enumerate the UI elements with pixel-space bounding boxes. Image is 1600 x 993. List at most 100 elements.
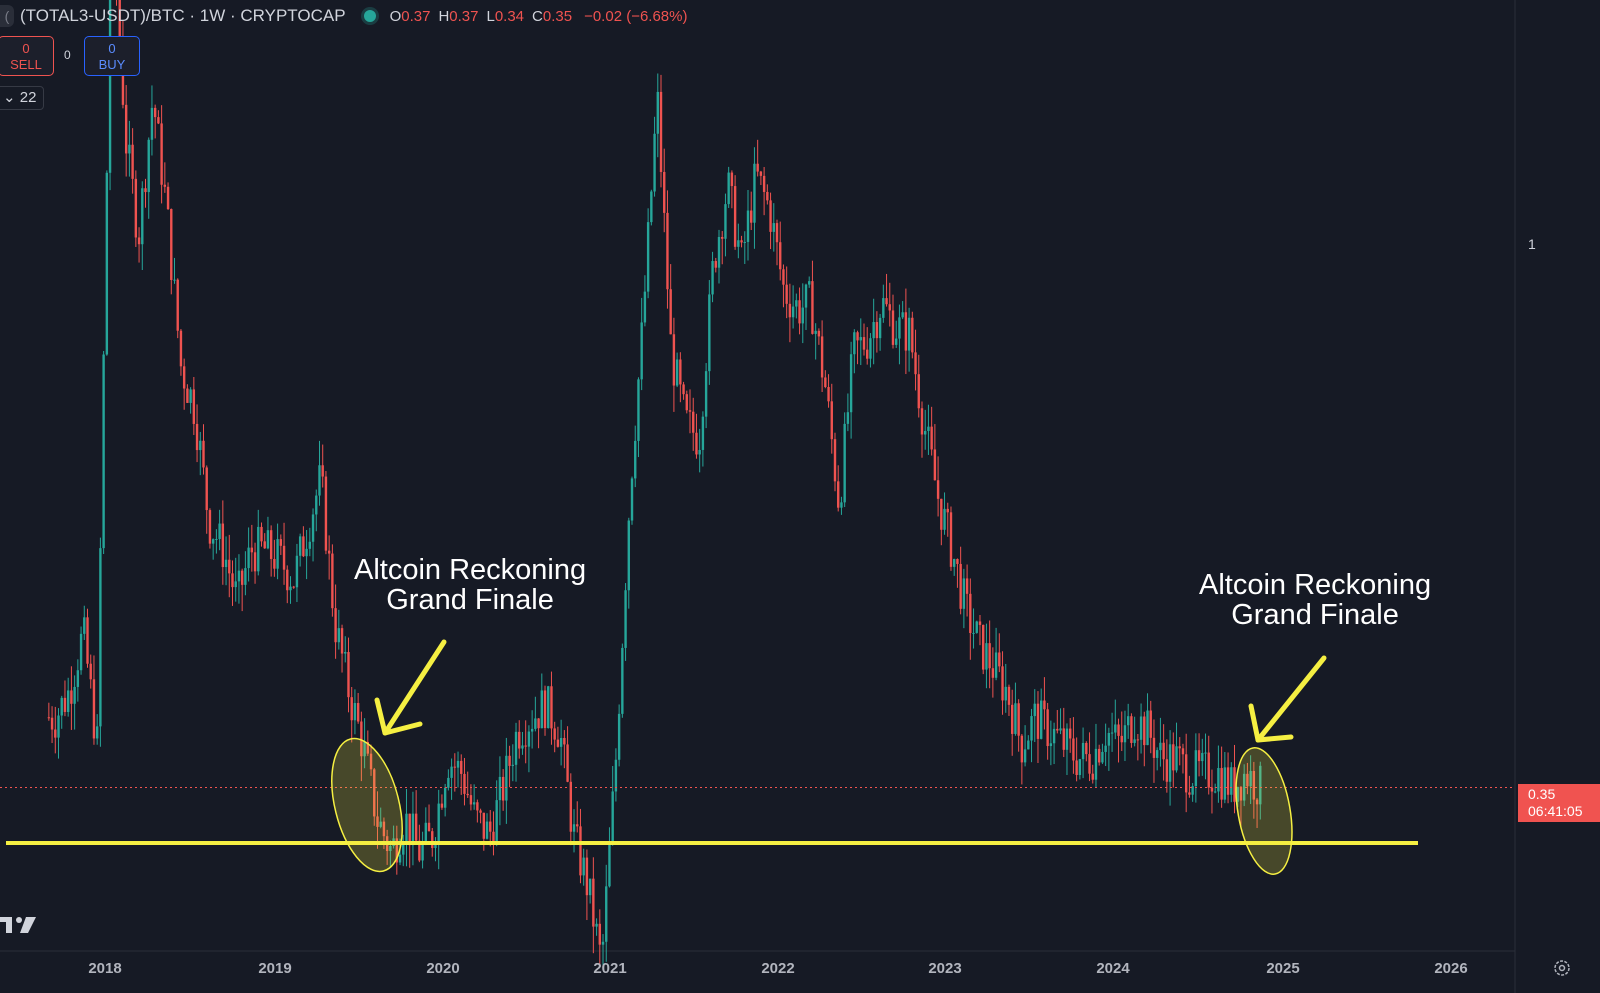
- candle-body: [57, 715, 60, 738]
- candle-body: [353, 703, 357, 721]
- candle-body: [514, 731, 518, 765]
- candle-body: [530, 728, 534, 732]
- candle-body: [263, 541, 266, 549]
- candle-body: [769, 200, 772, 232]
- candle-body: [289, 586, 292, 591]
- annotation-line1: Altcoin Reckoning: [1199, 569, 1432, 601]
- candle-body: [1168, 744, 1172, 782]
- candle-body: [727, 172, 730, 205]
- candle-body: [315, 495, 318, 515]
- candle-body: [492, 831, 495, 844]
- candle-body: [895, 338, 898, 345]
- candle-body: [988, 643, 991, 669]
- symbol-title[interactable]: (TOTAL3-USDT)/BTC · 1W · CRYPTOCAP: [20, 6, 346, 25]
- candle-body: [479, 810, 482, 813]
- annotation-line2: Grand Finale: [1231, 599, 1399, 631]
- candle-body: [592, 878, 595, 927]
- candle-body: [1075, 760, 1078, 776]
- gear-icon[interactable]: [1552, 958, 1572, 978]
- buy-button[interactable]: 0 BUY: [84, 36, 140, 76]
- candle-body: [318, 465, 321, 496]
- candle-body: [450, 766, 453, 778]
- candle-body: [402, 842, 405, 855]
- candle-body: [965, 578, 969, 594]
- candle-body: [669, 289, 672, 335]
- candle-body: [76, 670, 80, 687]
- candle-body: [376, 816, 379, 827]
- indicators-toggle-button[interactable]: ⌄ 22: [0, 86, 44, 110]
- symbol-legend[interactable]: ( (TOTAL3-USDT)/BTC · 1W · CRYPTOCAP O0.…: [0, 4, 687, 28]
- candle-body: [624, 590, 627, 648]
- candle-body: [911, 317, 914, 353]
- highlight-ellipse-2024[interactable]: [1227, 743, 1300, 878]
- candle-body: [1059, 728, 1062, 731]
- candle-body: [1162, 742, 1165, 760]
- candle-body: [495, 800, 498, 844]
- candle-body: [60, 697, 63, 716]
- candle-body: [205, 467, 208, 511]
- candle-body: [801, 307, 804, 324]
- candle-body: [1175, 746, 1178, 771]
- candle-body: [1088, 754, 1091, 774]
- tradingview-logo-icon[interactable]: [0, 914, 40, 936]
- candle-body: [666, 212, 669, 290]
- candle-body: [89, 663, 92, 680]
- candle-body: [472, 802, 476, 805]
- candle-body: [1078, 759, 1082, 776]
- candle-body: [105, 172, 109, 355]
- candle-body: [537, 718, 540, 729]
- candle-body: [585, 857, 589, 896]
- sell-button[interactable]: 0 SELL: [0, 36, 54, 76]
- candle-body: [930, 426, 933, 450]
- candle-body: [869, 338, 872, 359]
- candle-body: [534, 718, 537, 729]
- candle-body: [782, 269, 785, 285]
- candle-body: [440, 803, 444, 808]
- candle-body: [708, 294, 711, 372]
- candle-body: [485, 821, 489, 839]
- candle-body: [527, 731, 531, 747]
- candle-body: [456, 760, 460, 768]
- candle-body: [901, 312, 904, 318]
- arrow-2024[interactable]: [1248, 655, 1327, 743]
- candle-body: [292, 586, 295, 588]
- annotation-text-2024[interactable]: Altcoin Reckoning Grand Finale: [1199, 570, 1431, 630]
- candle-body: [237, 570, 241, 582]
- candle-body: [247, 547, 250, 569]
- candle-body: [630, 478, 634, 521]
- candle-body: [1120, 735, 1123, 743]
- candle-body: [730, 172, 734, 187]
- sell-label: SELL: [10, 57, 42, 72]
- legend-collapse-icon[interactable]: (: [0, 5, 14, 27]
- annotation-text-2019[interactable]: Altcoin Reckoning Grand Finale: [354, 555, 586, 615]
- candle-body: [1133, 739, 1136, 743]
- last-price-value: 0.35: [1528, 786, 1556, 802]
- candle-body: [1143, 716, 1146, 746]
- candlestick-series: [47, 0, 1262, 967]
- candle-body: [501, 776, 505, 801]
- highlight-ellipse-2019[interactable]: [319, 731, 414, 878]
- candle-body: [1233, 767, 1236, 802]
- candle-body: [134, 178, 138, 238]
- arrow-2019[interactable]: [374, 639, 447, 736]
- candle-body: [147, 139, 150, 193]
- candle-body: [347, 652, 350, 698]
- candle-body: [1065, 728, 1069, 750]
- candle-body: [408, 813, 411, 846]
- candle-body: [1014, 703, 1017, 734]
- candle-body: [311, 514, 315, 542]
- candle-body: [1126, 716, 1130, 726]
- candle-body: [382, 821, 386, 837]
- candle-body: [276, 539, 279, 569]
- candle-body: [447, 777, 450, 788]
- candle-body: [824, 377, 827, 387]
- x-tick-label: 2021: [593, 960, 627, 977]
- candle-body: [273, 558, 276, 569]
- candle-body: [608, 842, 611, 887]
- candle-body: [1017, 703, 1020, 736]
- candle-body: [614, 759, 618, 792]
- candle-body: [1020, 735, 1024, 763]
- ohlc-low: L0.34: [486, 7, 525, 25]
- candle-body: [953, 558, 956, 567]
